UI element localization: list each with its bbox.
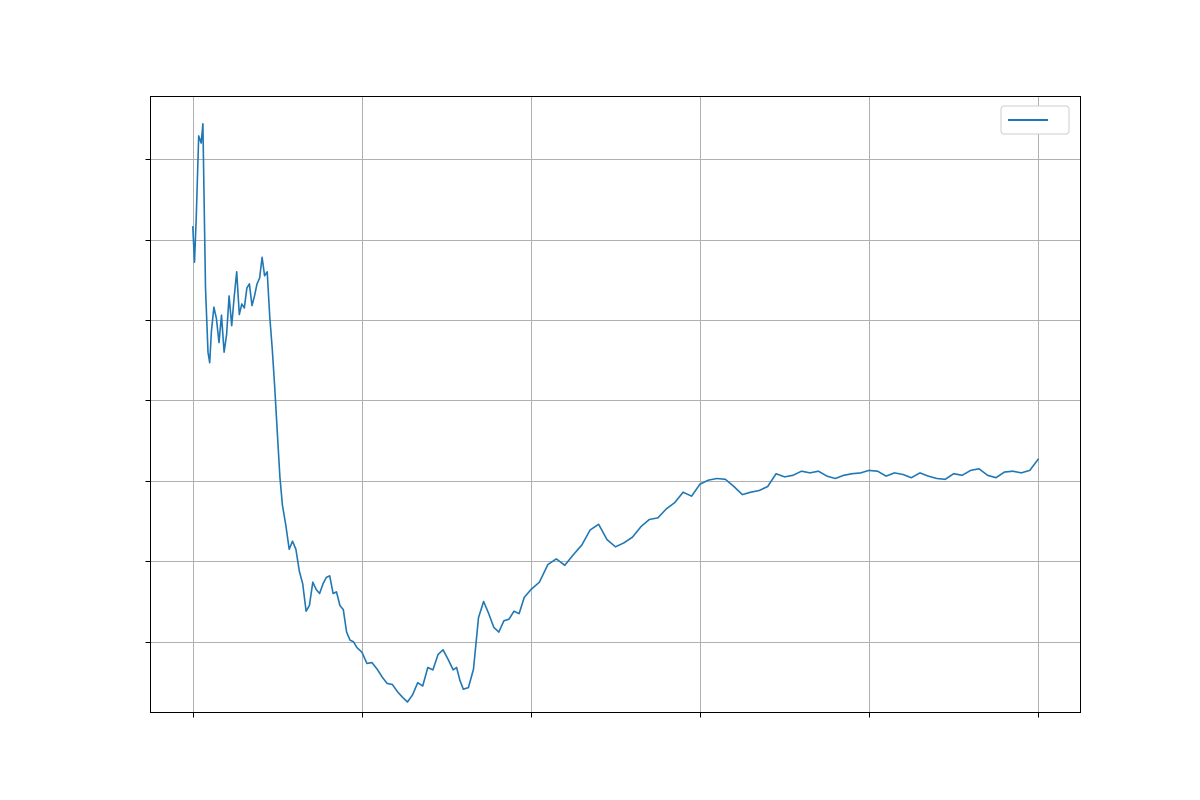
series-line-0 — [192, 123, 1039, 703]
series-layer — [192, 123, 1039, 703]
plot-area-frame — [150, 96, 1081, 713]
grid — [150, 96, 1081, 713]
axis-ticks — [145, 159, 1039, 718]
legend — [1000, 105, 1070, 135]
